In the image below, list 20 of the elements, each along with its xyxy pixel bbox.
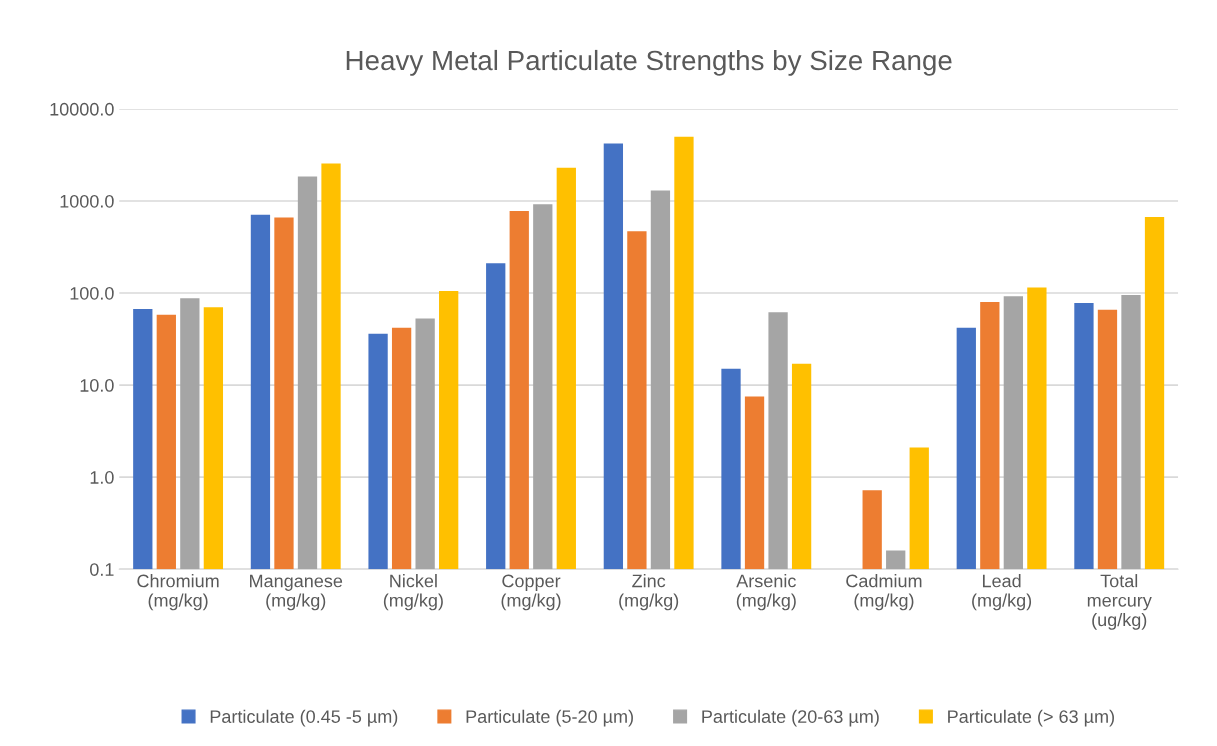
y-tick-label: 1000.0 <box>60 194 114 208</box>
legend-label: Particulate (5-20 µm) <box>466 709 633 727</box>
legend-label: Particulate (0.45 -5 µm) <box>210 709 398 727</box>
chart-title: Heavy Metal Particulate Strengths by Size Range <box>346 49 952 76</box>
y-tick-label: 10000.0 <box>50 102 114 116</box>
x-tick-label: Lead (mg/kg) <box>972 574 1032 611</box>
legend-label: Particulate (> 63 µm) <box>948 709 1114 727</box>
x-tick-label: Arsenic (mg/kg) <box>736 574 796 611</box>
y-tick-label: 0.1 <box>90 563 114 576</box>
x-tick-label: Cadmium (mg/kg) <box>846 574 922 611</box>
x-tick-label: Copper (mg/kg) <box>501 574 561 611</box>
y-tick-label: 1.0 <box>90 471 114 484</box>
y-tick-label: 100.0 <box>70 286 114 300</box>
x-tick-label: Manganese (mg/kg) <box>250 574 343 611</box>
x-tick-label: Chromium (mg/kg) <box>137 574 219 611</box>
x-tick-label: Nickel (mg/kg) <box>383 574 443 611</box>
legend-label: Particulate (20-63 µm) <box>702 709 879 727</box>
x-tick-label: Zinc (mg/kg) <box>619 574 679 611</box>
x-tick-label: Total mercury (ug/kg) <box>1087 574 1152 630</box>
y-tick-label: 10.0 <box>80 379 114 392</box>
